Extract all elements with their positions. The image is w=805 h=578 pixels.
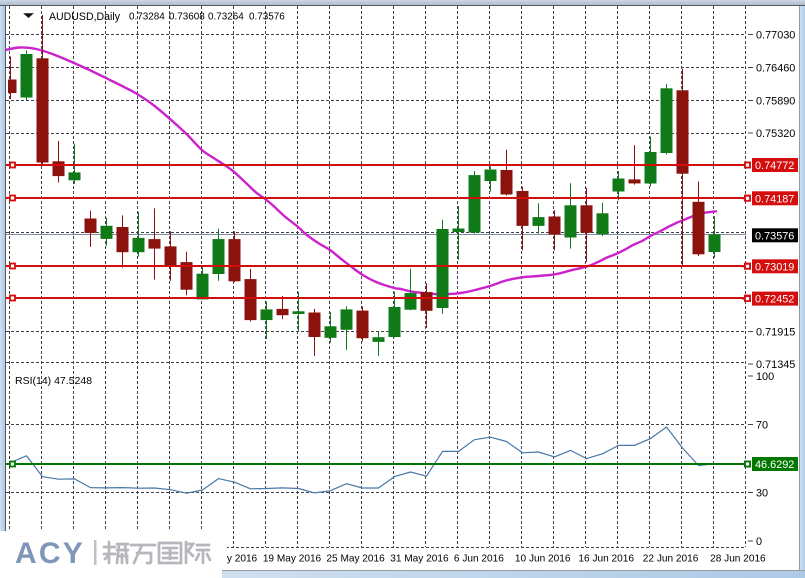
svg-text:22 Jun 2016: 22 Jun 2016	[643, 554, 699, 565]
svg-text:AUDUSD,Daily: AUDUSD,Daily	[49, 11, 121, 23]
svg-text:ACY: ACY	[15, 537, 85, 570]
svg-text:0.73264: 0.73264	[208, 12, 244, 23]
svg-text:0.73608: 0.73608	[169, 12, 205, 23]
svg-text:0: 0	[756, 536, 762, 548]
svg-text:0.73576: 0.73576	[755, 230, 794, 242]
svg-text:0.73019: 0.73019	[755, 261, 794, 273]
svg-text:0.73284: 0.73284	[129, 12, 165, 23]
svg-text:RSI(14) 47.5248: RSI(14) 47.5248	[15, 375, 92, 387]
svg-text:100: 100	[756, 371, 774, 383]
svg-text:0.71915: 0.71915	[756, 327, 795, 339]
svg-text:0.76460: 0.76460	[756, 63, 795, 75]
svg-text:16 Jun 2016: 16 Jun 2016	[578, 554, 634, 565]
svg-text:0.74772: 0.74772	[755, 160, 794, 172]
svg-text:0.75320: 0.75320	[756, 128, 795, 140]
svg-text:0.77030: 0.77030	[756, 30, 795, 42]
svg-text:0.71345: 0.71345	[756, 359, 795, 371]
svg-text:0.72452: 0.72452	[755, 294, 794, 306]
svg-text:30: 30	[756, 488, 768, 500]
svg-text:28 Jun 2016: 28 Jun 2016	[710, 554, 766, 565]
svg-text:19 May 2016: 19 May 2016	[263, 554, 322, 565]
svg-text:6 Jun 2016: 6 Jun 2016	[454, 554, 504, 565]
svg-text:0.74187: 0.74187	[755, 193, 794, 205]
svg-text:25 May 2016: 25 May 2016	[326, 554, 385, 565]
svg-text:0.75890: 0.75890	[756, 96, 795, 108]
svg-text:70: 70	[756, 420, 768, 432]
svg-text:31 May 2016: 31 May 2016	[390, 554, 449, 565]
svg-text:10 Jun 2016: 10 Jun 2016	[515, 554, 571, 565]
svg-text:0.73576: 0.73576	[249, 12, 285, 23]
svg-text:13 May 2016: 13 May 2016	[199, 554, 258, 565]
svg-text:46.6292: 46.6292	[755, 459, 794, 471]
